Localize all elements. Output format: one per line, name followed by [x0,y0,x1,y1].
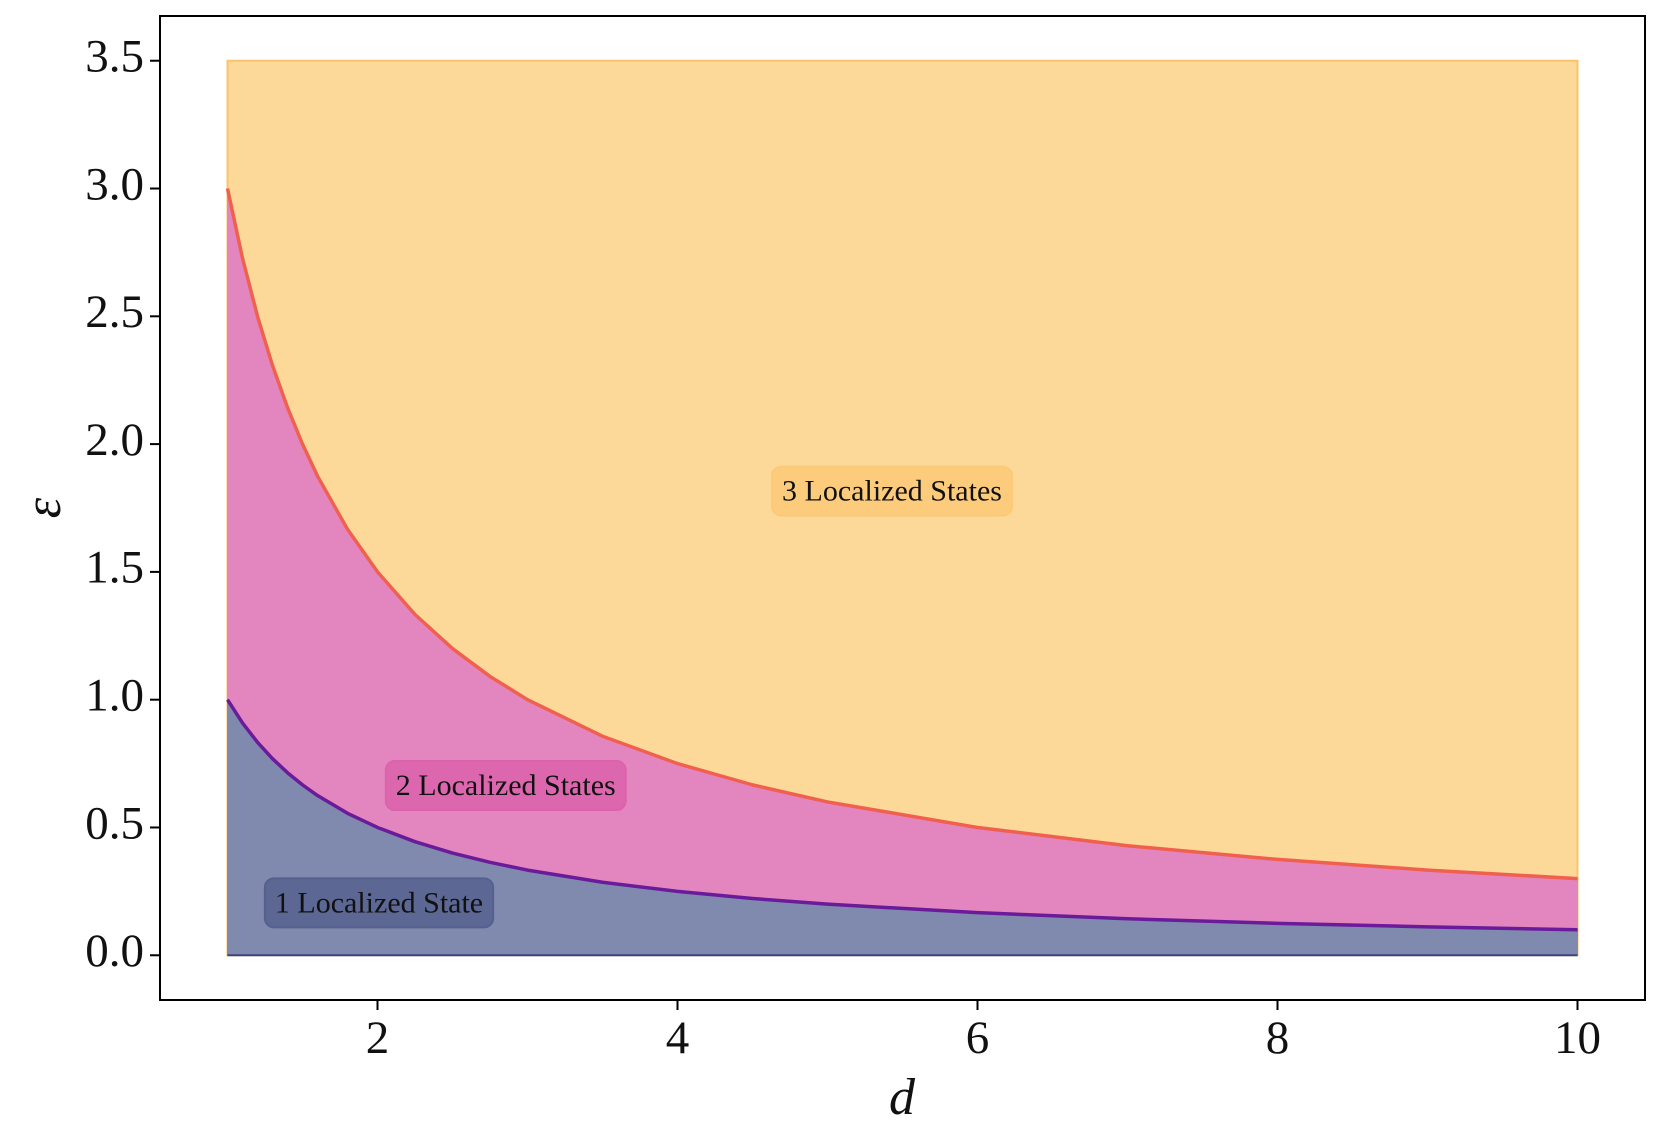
x-tick-label: 6 [966,1012,990,1064]
y-tick-label: 0.5 [85,797,144,849]
boundary-line [226,698,1578,932]
annotation-text: 2 Localized States [396,769,616,802]
y-tick-label: 0.0 [85,925,144,977]
y-tick-label: 1.0 [85,669,144,721]
boundary-line [225,188,1578,881]
x-tick-label: 2 [366,1012,390,1064]
annotation-box [384,760,627,812]
annotation: 2 Localized States [384,760,627,812]
plot-frame [159,15,1646,1001]
y-tick-label: 2.0 [85,414,144,466]
annotation: 3 Localized States [771,465,1013,517]
annotation-box [771,465,1013,517]
x-tick-label: 4 [666,1012,690,1064]
y-axis-label: ε [15,497,72,518]
annotation-text: 3 Localized States [782,475,1002,508]
annotation-text: 1 Localized State [275,886,483,919]
y-tick-label: 3.0 [85,158,144,210]
x-tick-label: 8 [1266,1012,1290,1064]
y-tick-label: 3.5 [85,31,144,83]
annotation: 1 Localized State [263,877,495,929]
y-tick-label: 1.5 [85,542,144,594]
annotation-box [263,877,495,929]
x-tick-label: 10 [1554,1012,1601,1064]
y-tick-label: 2.5 [85,286,144,338]
x-axis-label: d [889,1069,916,1126]
